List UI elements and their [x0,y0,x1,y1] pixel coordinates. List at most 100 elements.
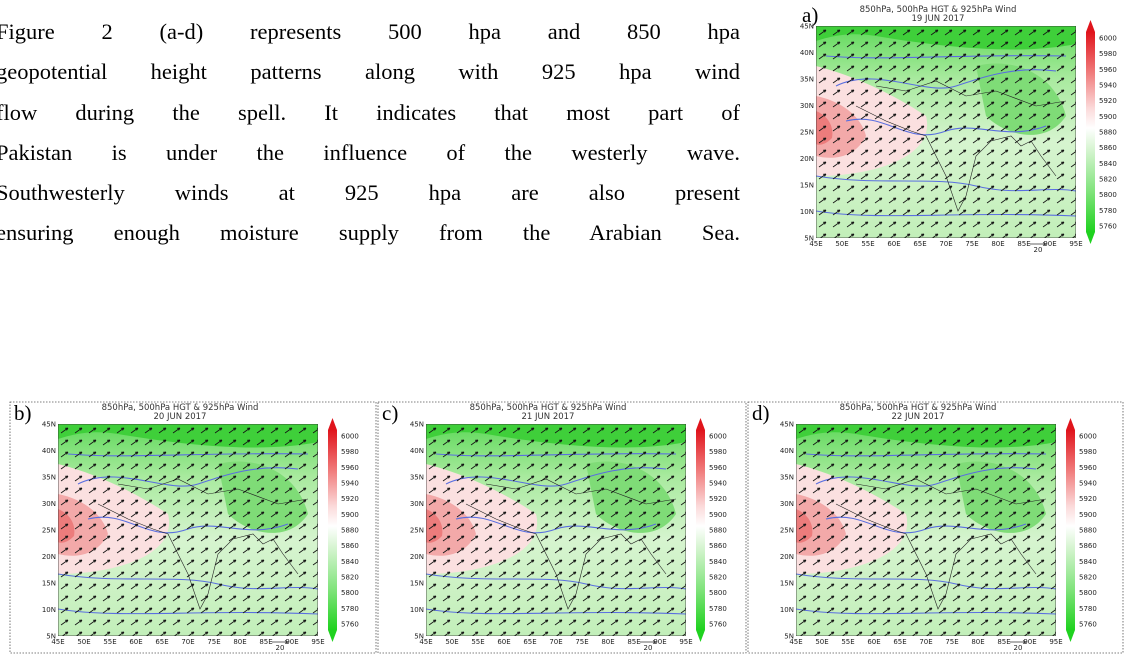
colorbar-label: 5860 [1099,144,1117,152]
lat-label: 30N [800,102,814,110]
text-line: Figure 2 (a-d) represents 500 hpa and 85… [0,19,740,44]
lon-label: 85E [259,638,272,646]
lon-label: 65E [523,638,536,646]
colorbar-label: 5940 [341,480,359,488]
lon-label: 95E [679,638,692,646]
map [796,424,1056,636]
colorbar-label: 5920 [341,495,359,503]
lat-label: 10N [780,606,794,614]
panel-date: 19 JUN 2017 [912,14,965,24]
lat-label: 15N [800,182,814,190]
vector-ref-arrow [640,640,657,644]
lon-label: 60E [867,638,880,646]
lon-label: 45E [789,638,802,646]
colorbar-label: 6000 [341,433,359,441]
colorbar-label: 5960 [341,464,359,472]
lat-label: 30N [42,500,56,508]
colorbar-label: 5760 [1099,223,1117,231]
lon-label: 65E [913,240,926,248]
lat-label: 25N [42,527,56,535]
lat-label: 15N [780,580,794,588]
lat-label: 40N [800,49,814,57]
lat-label: 5N [46,633,56,641]
lon-label: 95E [311,638,324,646]
lat-label: 25N [780,527,794,535]
lon-label: 65E [155,638,168,646]
colorbar-label: 5880 [1079,527,1097,535]
lat-label: 20N [780,553,794,561]
colorbar-label: 5920 [1099,97,1117,105]
lon-label: 95E [1049,638,1062,646]
lon-label: 90E [653,638,666,646]
colorbar-label: 5980 [709,448,727,456]
text-line: Southwesterly winds at 925 hpa are also … [0,180,740,206]
colorbar-label: 5840 [709,558,727,566]
lon-label: 95E [1069,240,1082,248]
lon-label: 80E [971,638,984,646]
lon-label: 70E [549,638,562,646]
lon-label: 80E [233,638,246,646]
colorbar-label: 5820 [1099,176,1117,184]
lon-label: 55E [861,240,874,248]
text-line: ensuring enough moisture supply from the… [0,220,740,246]
colorbar-label: 5940 [1099,82,1117,90]
colorbar-label: 5960 [1079,464,1097,472]
colorbar-label: 5760 [709,621,727,629]
lat-label: 30N [410,500,424,508]
colorbar-label: 5820 [341,574,359,582]
lon-label: 45E [419,638,432,646]
lat-label: 10N [800,208,814,216]
map [816,26,1076,238]
lat-label: 40N [42,447,56,455]
colorbar-label: 5860 [1079,542,1097,550]
panel-title: 850hPa, 500hPa HGT & 925hPa Wind [860,5,1017,15]
panel-label: a) [802,3,818,27]
panel-date: 22 JUN 2017 [892,412,945,422]
lon-label: 85E [627,638,640,646]
lon-label: 45E [809,240,822,248]
colorbar-top [328,418,337,430]
colorbar-bottom [1086,232,1095,244]
colorbar-label: 5800 [709,589,727,597]
panel-title: 850hPa, 500hPa HGT & 925hPa Wind [840,403,997,413]
vector-ref-label: 20 [1014,644,1023,652]
colorbar-label: 5880 [709,527,727,535]
panel-border [377,401,747,654]
lat-label: 5N [784,633,794,641]
lat-label: 10N [410,606,424,614]
panel-date: 20 JUN 2017 [154,412,207,422]
lon-label: 50E [835,240,848,248]
lon-label: 65E [893,638,906,646]
colorbar-label: 5780 [1099,207,1117,215]
lat-label: 35N [780,474,794,482]
lon-label: 70E [919,638,932,646]
lat-label: 5N [804,235,814,243]
panel-date: 21 JUN 2017 [522,412,575,422]
lat-label: 15N [42,580,56,588]
colorbar-label: 5840 [341,558,359,566]
lat-label: 35N [42,474,56,482]
lat-label: 45N [410,421,424,429]
colorbar-label: 5920 [709,495,727,503]
colorbar-label: 5800 [341,589,359,597]
lat-label: 20N [800,155,814,163]
lon-label: 55E [103,638,116,646]
colorbar [1066,430,1075,630]
lat-label: 25N [410,527,424,535]
colorbar [696,430,705,630]
colorbar-label: 5780 [709,605,727,613]
colorbar-label: 5800 [1079,589,1097,597]
vector-ref-arrow [272,640,289,644]
panel-label: d) [752,401,770,425]
lon-label: 85E [997,638,1010,646]
colorbar-label: 5940 [1079,480,1097,488]
lon-label: 50E [815,638,828,646]
lon-label: 75E [575,638,588,646]
paragraph: Figure 2 (a-d) represents 500 hpa and 85… [0,12,740,254]
lon-label: 60E [129,638,142,646]
colorbar-label: 5980 [341,448,359,456]
vector-ref-label: 20 [1034,246,1043,254]
text-line: flow during the spell. It indicates that… [0,99,740,125]
lat-label: 45N [42,421,56,429]
